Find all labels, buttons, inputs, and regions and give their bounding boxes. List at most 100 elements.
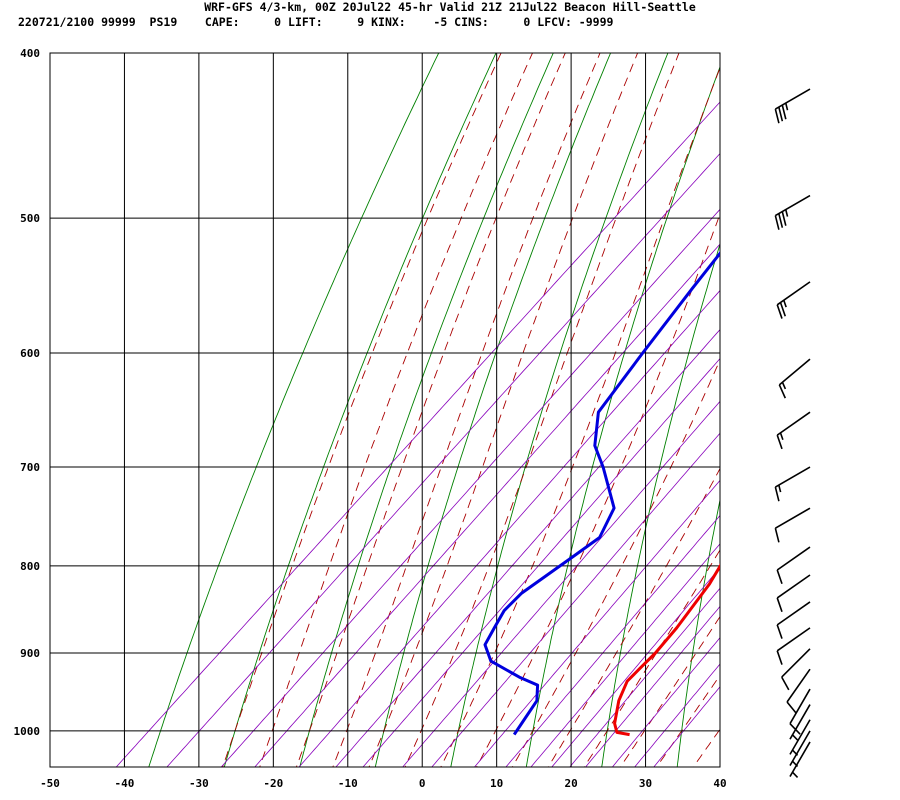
barb-shaft — [781, 648, 811, 678]
mixing-ratio-line — [634, 663, 720, 767]
dry-adiabat — [828, 15, 900, 774]
mixing-ratio-line — [530, 543, 720, 767]
wind-barb — [776, 601, 811, 639]
dry-adiabat — [525, 65, 720, 767]
barb-flag — [781, 211, 787, 226]
wind-barb — [774, 88, 811, 124]
wind-barb — [776, 411, 811, 450]
barb-flag — [776, 624, 783, 639]
wind-barb — [774, 466, 811, 502]
y-tick-label: 600 — [20, 347, 40, 360]
wind-barb — [789, 688, 811, 735]
barb-flag — [776, 434, 783, 450]
barb-flag — [778, 106, 784, 122]
wind-barb — [781, 648, 811, 691]
x-tick-label: -30 — [189, 777, 209, 790]
barb-flag — [776, 650, 783, 665]
barb-flag — [776, 569, 783, 585]
barb-shaft — [774, 194, 811, 217]
mixing-ratio-line — [611, 637, 720, 767]
barb-half-flag — [784, 102, 789, 111]
barb-shaft — [789, 688, 811, 725]
moist-adiabat — [259, 53, 533, 767]
y-tick-label: 400 — [20, 47, 40, 60]
moist-adiabat — [332, 53, 601, 767]
mixing-ratio-line — [166, 152, 720, 767]
mixing-ratio-line — [431, 432, 720, 767]
x-tick-label: 40 — [713, 777, 726, 790]
barb-flag — [778, 213, 784, 228]
x-tick-label: 20 — [564, 777, 577, 790]
x-tick-label: -50 — [40, 777, 60, 790]
moist-adiabat — [368, 53, 639, 767]
x-tick-label: 10 — [490, 777, 503, 790]
profiles — [483, 250, 720, 737]
barb-half-flag — [781, 381, 787, 390]
barb-shaft — [776, 411, 811, 436]
barb-flag — [776, 304, 783, 319]
dry-adiabat — [676, 497, 720, 767]
y-tick-label: 700 — [20, 461, 40, 474]
dry-adiabat — [374, 53, 612, 767]
moist-adiabat — [547, 467, 720, 767]
x-tick-label: 30 — [639, 777, 652, 790]
barb-half-flag — [791, 734, 799, 741]
mixing-ratio-line — [505, 514, 720, 767]
moist-adiabat — [656, 674, 720, 767]
barb-flag — [774, 486, 780, 502]
wind-barb — [776, 574, 811, 612]
barb-flag — [774, 215, 780, 230]
moist-adiabat — [222, 53, 502, 767]
mixing-ratio-line — [551, 566, 720, 767]
barb-shaft — [776, 627, 811, 652]
y-tick-label: 1000 — [14, 725, 41, 738]
dry-adiabat — [601, 242, 720, 767]
mixing-ratio-line — [115, 101, 720, 767]
dry-adiabat — [148, 53, 440, 767]
barb-flag — [776, 597, 783, 612]
barb-flag — [778, 384, 787, 399]
barb-half-flag — [783, 299, 787, 308]
barb-flag — [786, 701, 797, 714]
mixing-ratio-line — [585, 605, 720, 767]
mixing-ratio-line — [473, 479, 720, 767]
barb-half-flag — [791, 771, 799, 779]
x-tick-label: -10 — [338, 777, 358, 790]
barb-flag — [774, 527, 780, 543]
y-tick-label: 900 — [20, 647, 40, 660]
x-tick-label: 0 — [419, 777, 426, 790]
wind-barb — [776, 281, 811, 319]
barb-shaft — [778, 358, 811, 386]
wind-barbs — [774, 88, 811, 779]
barb-shaft — [776, 546, 811, 571]
dry-adiabat — [299, 53, 554, 767]
chart-title: WRF-GFS 4/3-km, 00Z 20Jul22 45-hr Valid … — [204, 0, 696, 14]
barb-flag — [781, 104, 787, 120]
mixing-ratio-line — [335, 328, 720, 767]
barb-flag — [774, 108, 780, 124]
moist-adiabat — [440, 66, 720, 767]
wind-barb — [789, 741, 811, 779]
barb-shaft — [789, 719, 811, 755]
barb-shaft — [786, 668, 811, 703]
mixing-ratio-line — [298, 289, 720, 767]
moist-adiabat — [619, 615, 720, 767]
mixing-ratio-line — [653, 686, 720, 767]
wind-barb — [776, 627, 811, 665]
y-tick-label: 500 — [20, 212, 40, 225]
barb-half-flag — [784, 209, 789, 217]
axes: -50 -40 -30 -20 -10 0 10 20 30 40 400 500 600 700 800 9… — [14, 47, 727, 790]
moist-adiabat — [511, 358, 720, 767]
moist-adiabat — [476, 212, 720, 767]
background-lines — [115, 15, 900, 774]
mixing-ratio-line — [220, 208, 720, 767]
barb-shaft — [774, 507, 811, 529]
dewpoint-profile — [483, 250, 720, 736]
wind-barb — [789, 704, 811, 741]
barb-shaft — [776, 574, 811, 599]
barb-flag — [779, 302, 787, 317]
wind-barb — [776, 546, 811, 585]
dry-adiabat — [450, 53, 669, 767]
wind-barb — [774, 507, 811, 543]
